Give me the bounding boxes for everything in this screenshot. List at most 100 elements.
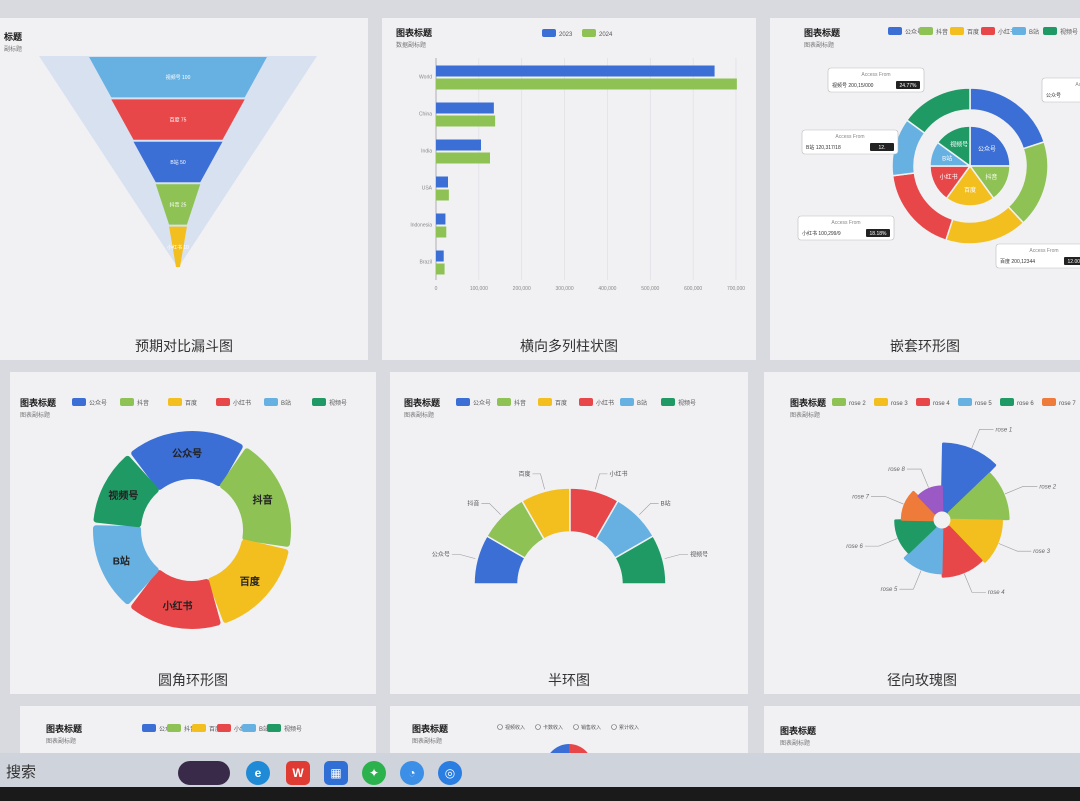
legend-swatch bbox=[579, 398, 593, 406]
slice-label: rose 8 bbox=[888, 467, 905, 473]
store-icon[interactable]: ▦ bbox=[324, 761, 348, 785]
chart-subtitle: 图表副标题 bbox=[780, 739, 810, 747]
legend-label: 视频号 bbox=[284, 725, 302, 733]
chart-title: 图表标题 bbox=[790, 397, 827, 408]
x-tick-label: 500,000 bbox=[641, 286, 659, 292]
legend-swatch bbox=[582, 29, 596, 37]
legend-swatch bbox=[120, 398, 134, 406]
x-tick-label: 200,000 bbox=[513, 286, 531, 292]
taskbar-search[interactable]: 搜索 bbox=[6, 763, 37, 781]
slice-label: rose 7 bbox=[852, 494, 869, 500]
wps-office-icon[interactable]: W bbox=[286, 761, 310, 785]
bar bbox=[436, 263, 445, 275]
tooltip-pct-box bbox=[896, 81, 920, 89]
legend-swatch bbox=[620, 398, 634, 406]
chart-title: 标题 bbox=[3, 31, 23, 42]
legend-label: B站 bbox=[259, 725, 269, 733]
tooltip-box bbox=[995, 243, 1080, 269]
label-leader bbox=[595, 473, 608, 490]
legend-label: 公众号 bbox=[89, 400, 107, 407]
tooltip-pct-box bbox=[866, 229, 890, 237]
slice-label: 抖音 bbox=[985, 173, 997, 181]
app-avatar-icon[interactable] bbox=[178, 761, 230, 785]
chart-card-funnel: 标题 副标题 视频号 100 百度 75 B站 50 抖音 25 小红书 10 预期对比漏斗… bbox=[0, 18, 368, 360]
legend-label: 公众号 bbox=[473, 400, 491, 407]
slice-label: 公众号 bbox=[978, 146, 996, 153]
label-leader bbox=[664, 554, 689, 559]
rose-petal bbox=[947, 472, 1010, 522]
chart-caption: 嵌套环形图 bbox=[890, 339, 960, 355]
label-leader bbox=[998, 543, 1032, 552]
bar bbox=[436, 176, 448, 188]
donut-slice bbox=[93, 455, 159, 528]
legend-marker bbox=[535, 724, 541, 730]
donut-slice bbox=[207, 539, 289, 623]
tooltip-text: 小红书 100,299/9 bbox=[802, 230, 841, 237]
legend-swatch bbox=[950, 27, 964, 35]
legend-label: rose 4 bbox=[933, 401, 950, 407]
label-leader bbox=[906, 468, 929, 488]
legend-swatch bbox=[958, 398, 972, 406]
funnel-stage-label: 视频号 100 bbox=[166, 74, 191, 81]
legend-label: 抖音 bbox=[137, 399, 149, 407]
chart-caption: 圆角环形图 bbox=[158, 673, 228, 689]
slice-label: 公众号 bbox=[432, 551, 450, 558]
tooltip: Access From B站 120,317/18 12. bbox=[801, 129, 899, 155]
legend-label: 抖音 bbox=[514, 399, 526, 407]
browser-icon[interactable]: ◎ bbox=[438, 761, 462, 785]
bar bbox=[436, 152, 490, 164]
legend-swatch bbox=[1043, 27, 1057, 35]
tooltip-title: Access From bbox=[1029, 248, 1058, 254]
legend-swatch bbox=[167, 724, 181, 732]
slice-label: 抖音 bbox=[467, 499, 479, 507]
tooltip-pct: 12. bbox=[879, 145, 886, 151]
donut-slice bbox=[131, 570, 221, 629]
legend-swatch bbox=[168, 398, 182, 406]
slice-label: 百度 bbox=[518, 470, 530, 478]
bar bbox=[436, 78, 737, 90]
legend-label: 百度 bbox=[209, 725, 221, 733]
donut-slice bbox=[969, 125, 1011, 167]
rose-petal bbox=[947, 518, 1003, 563]
bezel bbox=[0, 787, 1080, 801]
label-leader bbox=[639, 503, 659, 515]
bar bbox=[436, 102, 494, 114]
slice-label: 小红书 bbox=[610, 470, 628, 478]
chart-caption: 半环图 bbox=[548, 673, 590, 689]
edge-browser-icon[interactable]: e bbox=[246, 761, 270, 785]
rose-petal bbox=[903, 525, 944, 575]
chart-subtitle: 图表副标题 bbox=[412, 737, 442, 745]
chat-icon[interactable]: ◔ bbox=[400, 761, 424, 785]
donut-slice bbox=[219, 448, 291, 547]
label-leader bbox=[870, 496, 904, 505]
slice-label: B站 bbox=[661, 499, 671, 507]
legend-swatch bbox=[916, 398, 930, 406]
wechat-icon[interactable]: ✦ bbox=[362, 761, 386, 785]
chart-caption: 横向多列柱状图 bbox=[520, 339, 618, 355]
rose-petal bbox=[940, 525, 983, 578]
chart-title: 图表标题 bbox=[404, 397, 441, 408]
chart-subtitle: 图表副标题 bbox=[46, 737, 76, 745]
donut-slice bbox=[936, 125, 971, 168]
tooltip-pct: 24.77% bbox=[900, 83, 918, 89]
chart-subtitle: 副标题 bbox=[4, 45, 22, 53]
bar bbox=[436, 250, 444, 262]
legend-swatch bbox=[919, 27, 933, 35]
tooltip-text: 视频号 200,15/000 bbox=[832, 82, 874, 89]
legend-label: B站 bbox=[637, 399, 647, 407]
tooltip-text: 公众号 bbox=[1046, 93, 1061, 99]
donut-slice bbox=[1007, 140, 1049, 224]
legend-swatch bbox=[661, 398, 675, 406]
legend-label: 视频号 bbox=[329, 399, 347, 407]
tooltip: Access From 视频号 200,15/000 24.77% bbox=[827, 67, 925, 93]
x-tick-label: 100,000 bbox=[470, 286, 488, 292]
y-tick-label: China bbox=[419, 112, 432, 118]
rose-petal bbox=[894, 518, 937, 554]
legend-label: B站 bbox=[1029, 28, 1039, 36]
donut-slice bbox=[944, 205, 1025, 245]
y-tick-label: Brazil bbox=[419, 260, 432, 266]
chart-card-rounded: 图表标题 图表副标题 公众号 抖音 百度 小红书 B站 视频号 公众号 抖音 百度 小红书 B站 视频号 … bbox=[10, 372, 376, 694]
tooltip-text: B站 120,317/18 bbox=[806, 144, 841, 151]
funnel-stage-label: 抖音 25 bbox=[170, 201, 187, 208]
